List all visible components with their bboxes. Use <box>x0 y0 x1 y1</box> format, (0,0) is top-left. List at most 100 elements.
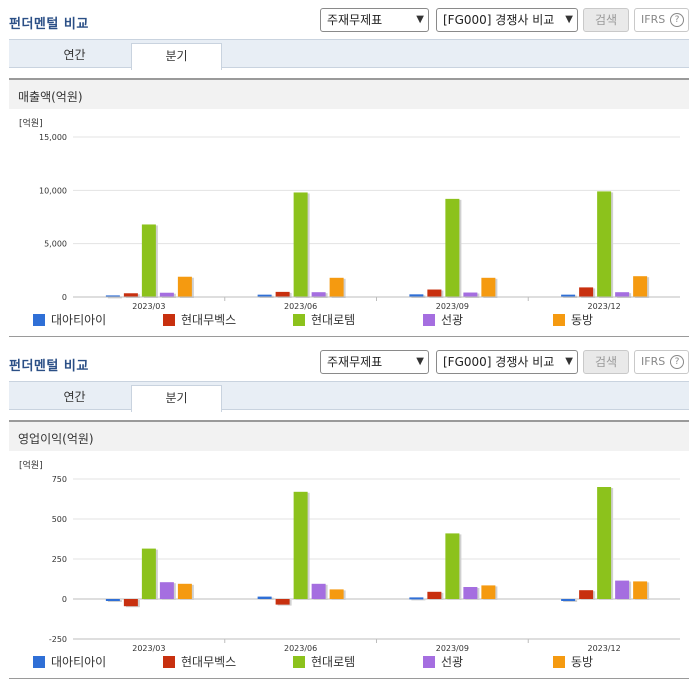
y-tick-label: 0 <box>62 595 67 604</box>
legend-swatch <box>33 314 45 326</box>
fundamental-panel-operating-profit: 펀더멘털 비교 주재무제표 ▼ [FG000] 경쟁사 비교 ▼ 검색 IFRS… <box>0 342 696 684</box>
panel-title: 펀더멘털 비교 <box>9 359 89 374</box>
bar[interactable] <box>141 548 156 599</box>
statement-select[interactable]: 주재무제표 ▼ <box>320 350 429 374</box>
bar[interactable] <box>463 292 478 297</box>
bar[interactable] <box>105 295 120 298</box>
legend-item[interactable]: 현대무벡스 <box>163 311 236 329</box>
bar[interactable] <box>561 294 576 297</box>
bar[interactable] <box>293 491 308 599</box>
bar[interactable] <box>275 599 290 605</box>
peer-group-select[interactable]: [FG000] 경쟁사 비교 ▼ <box>436 350 578 374</box>
legend-item[interactable]: 대아티아이 <box>33 653 106 671</box>
x-tick-label: 2023/06 <box>284 644 317 653</box>
search-button[interactable]: 검색 <box>583 350 629 374</box>
bar[interactable] <box>633 581 648 599</box>
bar[interactable] <box>177 583 192 599</box>
statement-select[interactable]: 주재무제표 ▼ <box>320 8 429 32</box>
bar[interactable] <box>615 292 630 297</box>
bar[interactable] <box>427 289 442 297</box>
divider <box>9 336 689 337</box>
bar[interactable] <box>311 583 326 599</box>
x-tick-label: 2023/09 <box>436 644 469 653</box>
y-tick-label: 250 <box>52 555 67 564</box>
legend-item[interactable]: 선광 <box>423 311 463 329</box>
ifrs-help-button[interactable]: IFRS ? <box>634 350 689 374</box>
x-tick-label: 2023/09 <box>436 302 469 311</box>
ifrs-help-button[interactable]: IFRS ? <box>634 8 689 32</box>
legend-item[interactable]: 현대로템 <box>293 311 355 329</box>
operating-profit-chart: [억원] -250 0 250 500 750 2023/03 2023/06 2023/09 2… <box>0 454 696 654</box>
ifrs-label: IFRS <box>641 13 666 26</box>
tab-annual[interactable]: 연간 <box>63 390 86 404</box>
bar[interactable] <box>123 599 138 607</box>
bar[interactable] <box>293 192 308 297</box>
bar[interactable] <box>481 277 496 297</box>
legend-swatch <box>553 314 565 326</box>
chevron-down-icon: ▼ <box>416 14 424 25</box>
bar[interactable] <box>445 533 460 599</box>
bar[interactable] <box>597 191 612 297</box>
bar[interactable] <box>409 294 424 297</box>
bar[interactable] <box>105 599 120 601</box>
legend-swatch <box>163 656 175 668</box>
fundamental-panel-sales: 펀더멘털 비교 주재무제표 ▼ [FG000] 경쟁사 비교 ▼ 검색 IFRS… <box>0 8 696 337</box>
tab-quarterly[interactable]: 분기 <box>131 43 222 70</box>
legend-label: 동방 <box>571 313 594 327</box>
bar[interactable] <box>579 590 594 599</box>
peer-group-select-value: [FG000] 경쟁사 비교 <box>443 13 555 27</box>
bar[interactable] <box>561 599 576 601</box>
bar[interactable] <box>597 487 612 599</box>
bar[interactable] <box>311 292 326 297</box>
x-tick-label: 2023/03 <box>132 644 165 653</box>
operating-profit-chart-svg: [억원] -250 0 250 500 750 2023/03 2023/06 2023/09 2… <box>19 459 680 653</box>
legend-item[interactable]: 선광 <box>423 653 463 671</box>
section-header: 매출액(억원) <box>9 78 689 109</box>
chart-legend: 대아티아이 현대무벡스 현대로템 선광 동방 <box>33 311 693 329</box>
legend-item[interactable]: 현대로템 <box>293 653 355 671</box>
legend-item[interactable]: 현대무벡스 <box>163 653 236 671</box>
tab-quarterly[interactable]: 분기 <box>131 385 222 412</box>
x-tick-label: 2023/12 <box>588 644 621 653</box>
y-tick-label: 15,000 <box>39 133 67 142</box>
legend-swatch <box>423 656 435 668</box>
y-tick-label: 0 <box>62 293 67 302</box>
bar[interactable] <box>329 589 344 599</box>
bar[interactable] <box>329 277 344 297</box>
search-button[interactable]: 검색 <box>583 8 629 32</box>
bar[interactable] <box>123 293 138 297</box>
legend-label: 선광 <box>441 655 464 669</box>
peer-group-select[interactable]: [FG000] 경쟁사 비교 ▼ <box>436 8 578 32</box>
bar[interactable] <box>481 585 496 599</box>
legend-item[interactable]: 동방 <box>553 311 593 329</box>
unit-label: [억원] <box>19 117 43 129</box>
bar[interactable] <box>177 276 192 297</box>
bar[interactable] <box>427 591 442 599</box>
bar[interactable] <box>159 582 174 599</box>
legend-item[interactable]: 대아티아이 <box>33 311 106 329</box>
bar[interactable] <box>445 198 460 297</box>
bar[interactable] <box>141 224 156 297</box>
sales-chart: [억원] 0 5,000 10,000 15,000 2023/03 2023/06 2023… <box>0 112 696 312</box>
help-icon: ? <box>670 355 684 369</box>
bar[interactable] <box>463 587 478 599</box>
bar[interactable] <box>275 291 290 297</box>
divider <box>9 678 689 679</box>
y-tick-label: 750 <box>52 475 67 484</box>
legend-item[interactable]: 동방 <box>553 653 593 671</box>
statement-select-value: 주재무제표 <box>327 355 383 369</box>
legend-label: 대아티아이 <box>51 313 107 327</box>
x-tick-label: 2023/06 <box>284 302 317 311</box>
chart-legend: 대아티아이 현대무벡스 현대로템 선광 동방 <box>33 653 693 671</box>
bar[interactable] <box>579 287 594 297</box>
bar[interactable] <box>409 597 424 600</box>
y-tick-label: -250 <box>49 635 67 644</box>
chevron-down-icon: ▼ <box>565 14 573 25</box>
bar[interactable] <box>633 276 648 297</box>
bar[interactable] <box>159 292 174 297</box>
tab-annual[interactable]: 연간 <box>63 48 86 62</box>
bar[interactable] <box>257 596 272 599</box>
bar[interactable] <box>615 580 630 599</box>
bar[interactable] <box>257 294 272 297</box>
x-tick-label: 2023/12 <box>588 302 621 311</box>
